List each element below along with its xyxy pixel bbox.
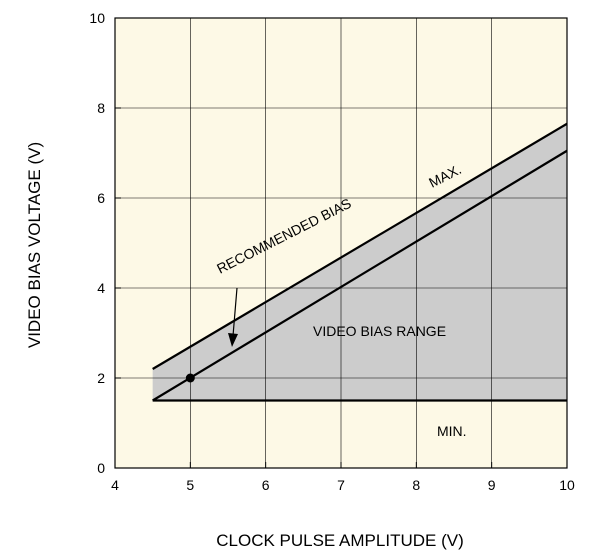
- y-tick-label-4: 4: [97, 280, 105, 296]
- recommended-bias-arrow-head: [228, 333, 238, 347]
- grid-lines: [115, 18, 567, 468]
- min-label: MIN.: [437, 423, 467, 439]
- series-lines: [152, 122, 568, 402]
- y-axis-title: VIDEO BIAS VOLTAGE (V): [25, 142, 44, 348]
- recommended-bias-point: [185, 373, 195, 383]
- x-tick-label-5: 5: [186, 477, 194, 493]
- video-bias-range-label: VIDEO BIAS RANGE: [313, 323, 446, 339]
- axis-ticks: 4 5 6 7 8 9 10 0 2 4 6 8 10: [89, 10, 575, 493]
- x-tick-label-10: 10: [559, 477, 575, 493]
- y-tick-label-8: 8: [97, 100, 105, 116]
- series-line-max: [152, 122, 568, 370]
- x-tick-label-9: 9: [488, 477, 496, 493]
- y-tick-label-2: 2: [97, 370, 105, 386]
- y-tick-label-6: 6: [97, 190, 105, 206]
- series-line-recommended-bias: [152, 149, 568, 402]
- x-tick-label-7: 7: [337, 477, 345, 493]
- video-bias-range-area: [152, 123, 567, 401]
- x-tick-label-6: 6: [262, 477, 270, 493]
- y-tick-label-10: 10: [89, 10, 105, 26]
- y-tick-label-0: 0: [97, 460, 105, 476]
- x-tick-label-8: 8: [412, 477, 420, 493]
- x-tick-label-4: 4: [111, 477, 119, 493]
- x-axis-title: CLOCK PULSE AMPLITUDE (V): [216, 531, 464, 550]
- recommended-bias-arrow-shaft: [232, 287, 238, 337]
